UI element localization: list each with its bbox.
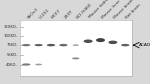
Text: Mouse kidney: Mouse kidney: [88, 0, 112, 19]
Ellipse shape: [59, 44, 68, 46]
Text: 150KD-: 150KD-: [4, 25, 18, 29]
Text: 55KD-: 55KD-: [6, 53, 18, 57]
Text: SkOv3: SkOv3: [26, 7, 39, 19]
Text: Rat brain: Rat brain: [125, 3, 142, 19]
Ellipse shape: [96, 38, 105, 42]
Ellipse shape: [72, 57, 79, 59]
Text: U-251: U-251: [39, 7, 51, 19]
Text: Mouse liver: Mouse liver: [100, 0, 121, 19]
Ellipse shape: [34, 44, 43, 46]
Ellipse shape: [22, 44, 30, 46]
Ellipse shape: [121, 44, 129, 46]
Text: 40KD-: 40KD-: [6, 62, 18, 67]
Text: NCl-H460: NCl-H460: [76, 2, 93, 19]
Ellipse shape: [47, 44, 55, 46]
Ellipse shape: [35, 64, 42, 65]
Text: MCF7: MCF7: [51, 8, 62, 19]
Ellipse shape: [22, 63, 30, 66]
Ellipse shape: [73, 44, 79, 46]
Text: 100KD-: 100KD-: [4, 34, 18, 38]
Ellipse shape: [108, 41, 117, 44]
Text: 75KD-: 75KD-: [6, 43, 18, 47]
Text: Mouse brain: Mouse brain: [113, 0, 135, 19]
Text: 293T: 293T: [63, 9, 74, 19]
Text: ACAD9: ACAD9: [139, 43, 150, 47]
Ellipse shape: [84, 39, 93, 43]
